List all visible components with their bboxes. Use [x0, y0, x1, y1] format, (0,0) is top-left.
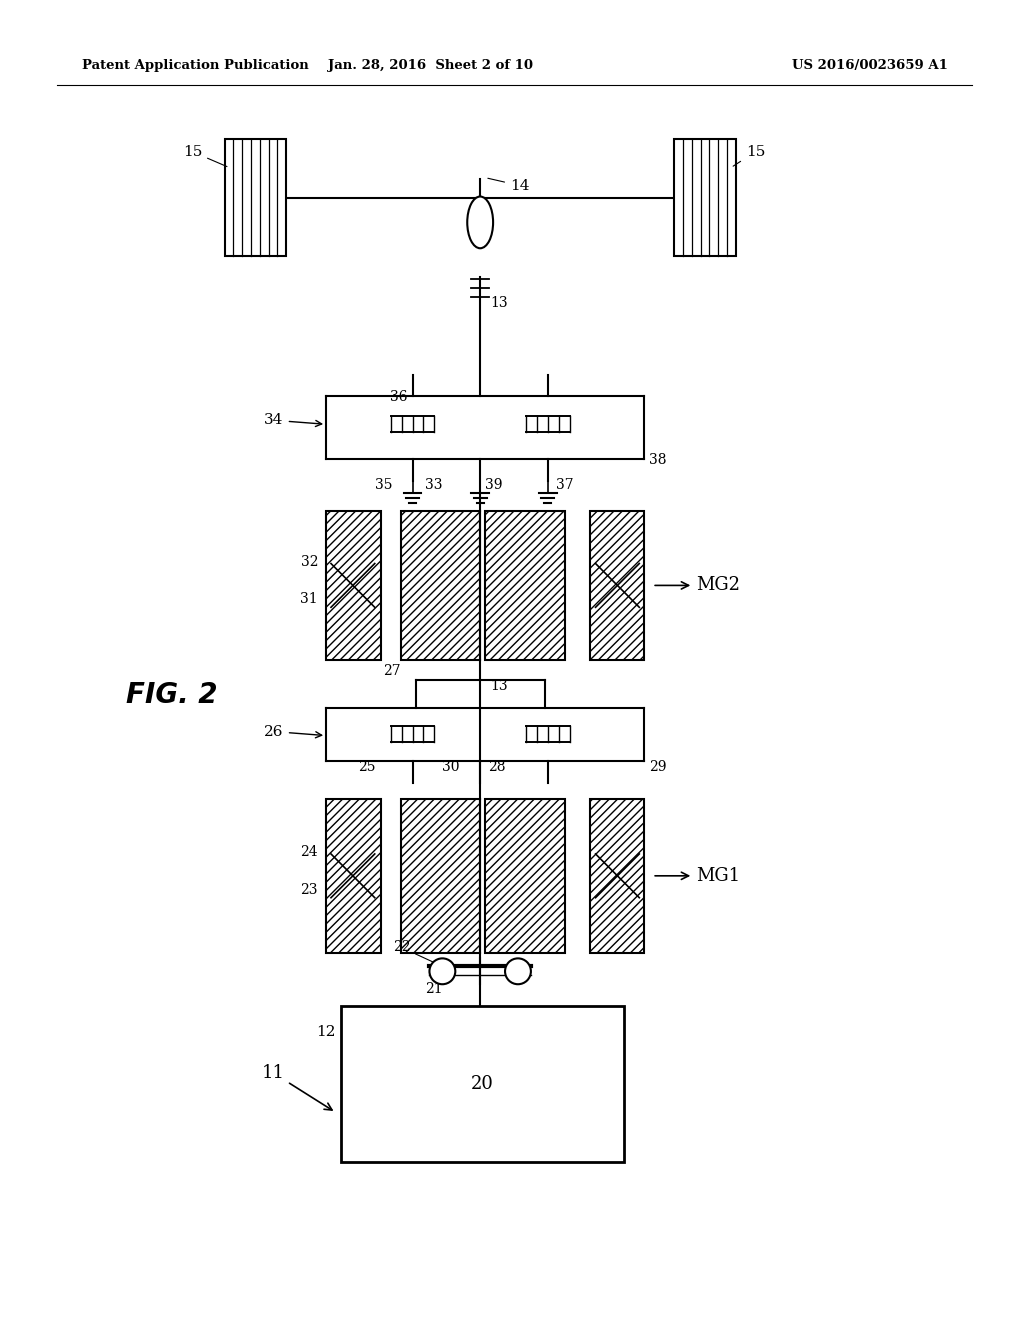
Bar: [590, 511, 644, 660]
Circle shape: [429, 958, 456, 985]
Bar: [590, 799, 644, 953]
Text: Patent Application Publication: Patent Application Publication: [82, 59, 309, 71]
Text: 13: 13: [490, 296, 508, 310]
Text: 39: 39: [485, 478, 503, 492]
Bar: [485, 799, 564, 953]
Bar: [326, 799, 381, 953]
Bar: [400, 799, 480, 953]
Bar: [326, 799, 381, 953]
Text: 28: 28: [488, 760, 506, 775]
Text: 11: 11: [261, 1064, 332, 1110]
Text: 37: 37: [556, 478, 573, 492]
Text: 24: 24: [300, 845, 318, 859]
Text: 30: 30: [442, 760, 460, 775]
Bar: [326, 511, 381, 660]
Text: 22: 22: [392, 940, 440, 965]
Text: 25: 25: [357, 760, 376, 775]
Circle shape: [505, 958, 530, 985]
Bar: [590, 799, 644, 953]
Text: 21: 21: [426, 982, 443, 997]
Bar: [485, 511, 564, 660]
Text: 34: 34: [264, 413, 322, 428]
Bar: [400, 799, 480, 953]
Ellipse shape: [467, 197, 494, 248]
Bar: [400, 511, 480, 660]
Text: 20: 20: [471, 1074, 494, 1093]
Text: 31: 31: [300, 593, 318, 606]
Bar: [674, 139, 736, 256]
Bar: [224, 139, 287, 256]
Text: 26: 26: [264, 725, 322, 739]
Bar: [590, 511, 644, 660]
Text: 29: 29: [649, 760, 667, 775]
Text: 38: 38: [649, 453, 667, 467]
Text: 32: 32: [301, 554, 318, 569]
Bar: [485, 511, 564, 660]
Text: 15: 15: [733, 145, 765, 166]
Text: 36: 36: [390, 391, 408, 404]
Text: 27: 27: [383, 664, 400, 678]
Text: 14: 14: [487, 178, 529, 193]
Text: 35: 35: [375, 478, 392, 492]
Bar: [341, 1006, 625, 1163]
Bar: [400, 511, 480, 660]
Text: 15: 15: [183, 145, 227, 166]
Text: MG2: MG2: [655, 577, 740, 594]
Text: FIG. 2: FIG. 2: [126, 681, 218, 709]
Bar: [485, 799, 564, 953]
Bar: [326, 511, 381, 660]
Text: US 2016/0023659 A1: US 2016/0023659 A1: [792, 59, 947, 71]
Text: 13: 13: [490, 678, 508, 693]
Text: 12: 12: [316, 1024, 336, 1039]
Text: Jan. 28, 2016  Sheet 2 of 10: Jan. 28, 2016 Sheet 2 of 10: [328, 59, 532, 71]
Text: 23: 23: [301, 883, 318, 896]
Text: 33: 33: [426, 478, 443, 492]
Text: MG1: MG1: [655, 867, 740, 884]
